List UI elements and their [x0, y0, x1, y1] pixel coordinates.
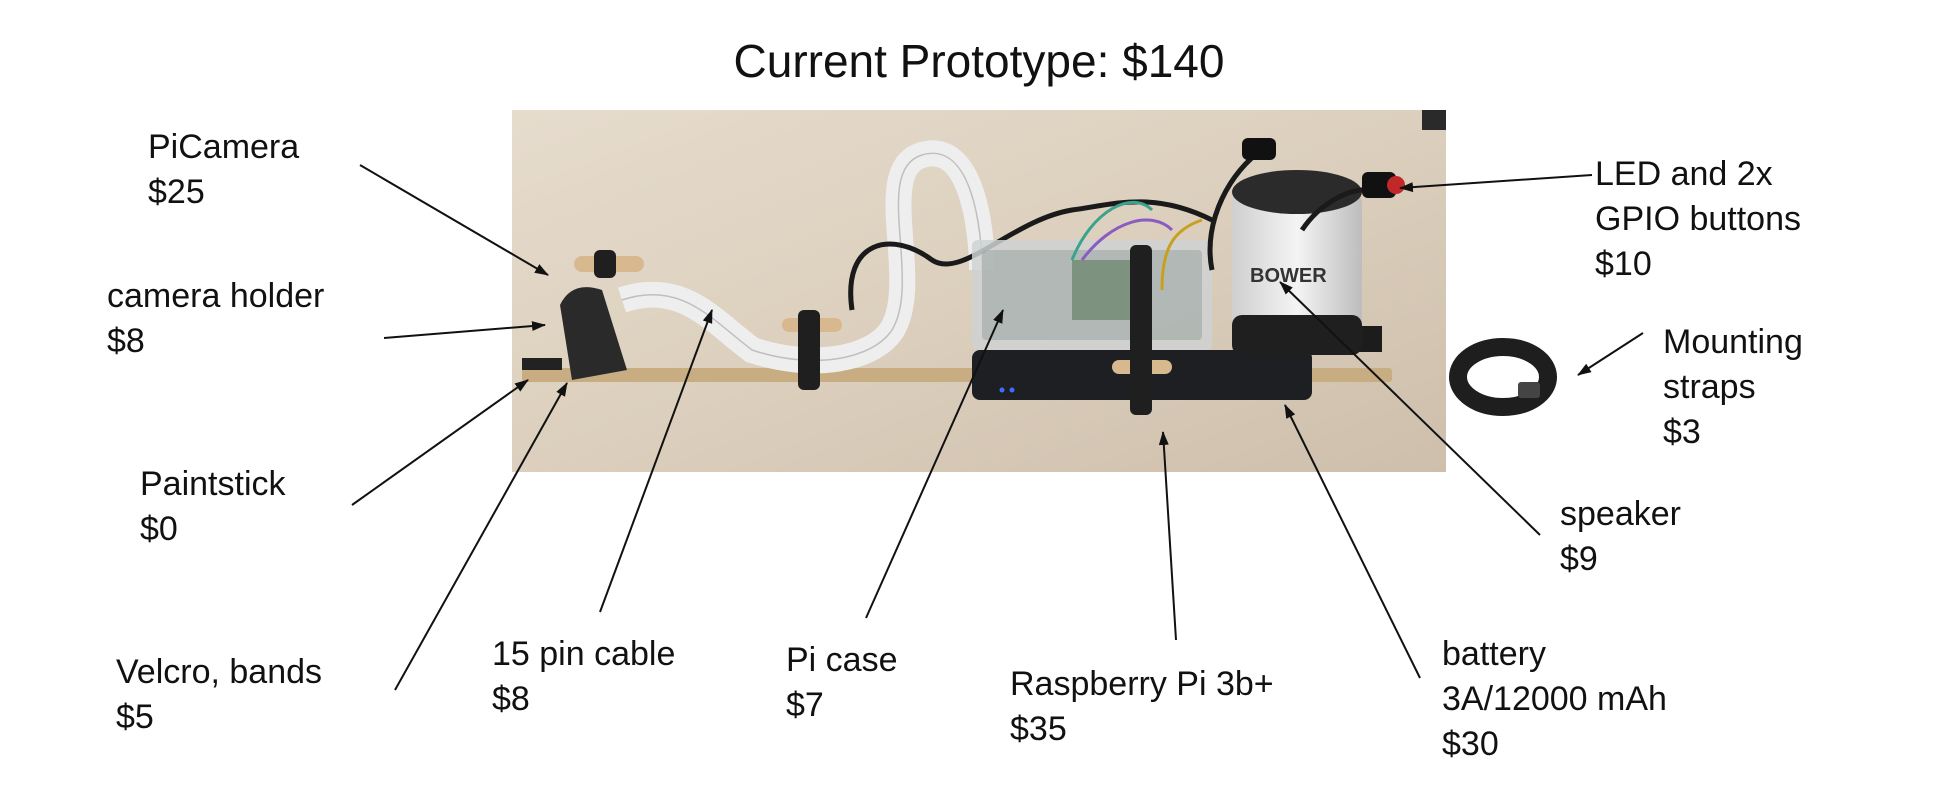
label-mounting-straps-price: $3	[1663, 413, 1701, 451]
label-picamera-name: PiCamera	[148, 128, 300, 166]
label-speaker-price: $9	[1560, 540, 1598, 578]
label-battery-capacity: 3A/12000 mAh	[1442, 680, 1667, 718]
label-led-buttons-line1: LED and 2x	[1595, 155, 1773, 193]
label-led-buttons: LED and 2x GPIO buttons $10	[1595, 152, 1801, 287]
label-speaker-name: speaker	[1560, 495, 1681, 533]
arrow-battery	[1284, 404, 1421, 679]
label-picamera-price: $25	[148, 173, 205, 211]
label-camera-holder: camera holder $8	[107, 274, 324, 364]
label-pi-case-price: $7	[786, 686, 824, 724]
mounting-strap-image	[1449, 338, 1557, 416]
label-mounting-straps: Mounting straps $3	[1663, 320, 1803, 455]
label-picamera: PiCamera $25	[148, 125, 299, 215]
arrow-pin-cable	[599, 309, 713, 613]
arrow-mounting-straps	[1577, 332, 1644, 376]
label-mounting-straps-line1: Mounting	[1663, 323, 1803, 361]
label-battery-price: $30	[1442, 725, 1499, 763]
label-raspberry-pi-name: Raspberry Pi 3b+	[1010, 665, 1274, 703]
arrow-speaker	[1279, 281, 1541, 536]
label-speaker: speaker $9	[1560, 492, 1681, 582]
label-camera-holder-name: camera holder	[107, 277, 325, 315]
label-velcro-bands: Velcro, bands $5	[116, 650, 322, 740]
label-velcro-bands-name: Velcro, bands	[116, 653, 323, 691]
label-raspberry-pi: Raspberry Pi 3b+ $35	[1010, 662, 1274, 752]
arrow-raspberry-pi	[1158, 431, 1177, 641]
label-battery: battery 3A/12000 mAh $30	[1442, 632, 1667, 767]
label-pin-cable: 15 pin cable $8	[492, 632, 675, 722]
label-camera-holder-price: $8	[107, 322, 145, 360]
label-paintstick-name: Paintstick	[140, 465, 286, 503]
arrow-velcro-bands	[394, 382, 568, 691]
arrow-led-buttons	[1399, 174, 1593, 193]
arrow-picamera	[359, 164, 549, 276]
label-led-buttons-line2: GPIO buttons	[1595, 200, 1801, 238]
arrow-paintstick	[351, 379, 529, 506]
label-pin-cable-price: $8	[492, 680, 530, 718]
label-led-buttons-price: $10	[1595, 245, 1652, 283]
label-mounting-straps-line2: straps	[1663, 368, 1756, 406]
label-pin-cable-name: 15 pin cable	[492, 635, 676, 673]
label-paintstick: Paintstick $0	[140, 462, 286, 552]
arrow-camera-holder	[383, 321, 546, 339]
label-raspberry-pi-price: $35	[1010, 710, 1067, 748]
label-pi-case-name: Pi case	[786, 641, 898, 679]
label-battery-name: battery	[1442, 635, 1546, 673]
arrow-pi-case	[865, 309, 1004, 619]
label-paintstick-price: $0	[140, 510, 178, 548]
label-pi-case: Pi case $7	[786, 638, 898, 728]
svg-text:BOWER: BOWER	[1250, 265, 1327, 287]
label-velcro-bands-price: $5	[116, 698, 154, 736]
diagram-title: Current Prototype: $140	[733, 35, 1225, 87]
